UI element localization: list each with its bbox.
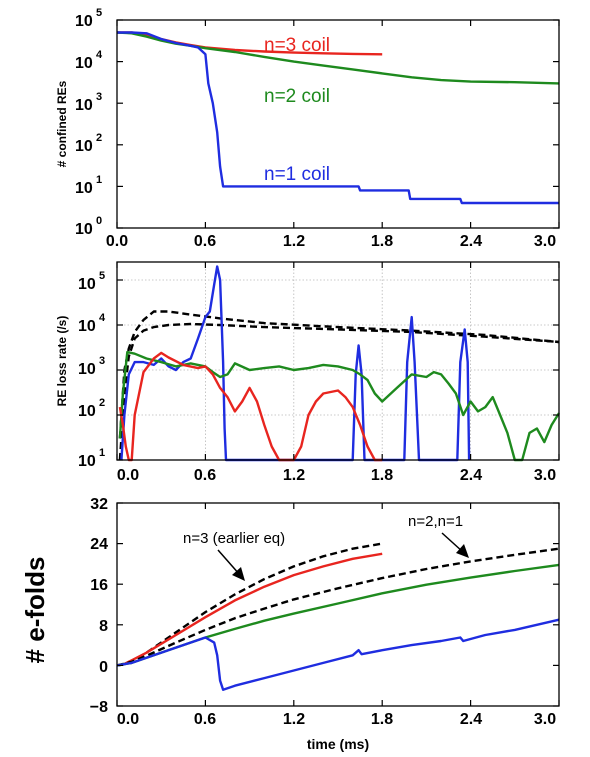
p2-ytick-1: 10 1 (78, 447, 105, 470)
p1-ytick-5: 10 5 (75, 7, 102, 30)
p2-ytick-exp: 4 (99, 312, 106, 324)
p1-frame (116, 19, 560, 229)
series-line-n-2-coil (116, 31, 560, 85)
p2-ytick-exp: 1 (99, 447, 105, 459)
panel-loss-rate: RE loss rate (/s) 10 5 10 4 10 3 10 2 10 1 0.… (55, 261, 561, 484)
p1-ytick-exp: 4 (96, 49, 103, 61)
p1-ytick-exp: 5 (96, 7, 102, 19)
p1-ytick-exp: 1 (96, 174, 102, 186)
p2-ytick-exp: 2 (99, 397, 105, 409)
series-line-dashedseries-0 (118, 310, 560, 439)
series-line-series-3 (118, 350, 561, 462)
panel-efolds: # e-folds 32 24 16 8 0 −8 0.0 0.6 1.2 1.… (20, 496, 560, 752)
p2-ytick-4: 10 4 (78, 312, 106, 335)
p2-ytick-base: 10 (78, 453, 96, 470)
p2-ytick-exp: 5 (99, 270, 105, 282)
arrow-head (232, 567, 245, 581)
arrow-shaft (441, 532, 464, 553)
p3-xtick: 0.6 (194, 711, 216, 728)
p3-xtick: 1.2 (283, 711, 305, 728)
p1-ytick-base: 10 (75, 97, 93, 114)
p3-xlabel: time (ms) (307, 736, 369, 752)
p1-ytick-3: 10 3 (75, 91, 102, 114)
p1-xtick: 3.0 (534, 233, 556, 250)
p3-ytick: 8 (99, 618, 108, 635)
p3-tick-marks (116, 502, 560, 707)
p2-xtick: 1.2 (283, 467, 305, 484)
p1-ytick-base: 10 (75, 221, 93, 238)
arrow-head (456, 544, 469, 558)
p3-series-group (116, 542, 560, 691)
p1-annotation-n1: n=1 coil (264, 164, 330, 185)
arrow-shaft (217, 549, 241, 576)
series-line-series-4 (116, 618, 560, 691)
p2-xtick: 2.4 (460, 467, 482, 484)
p3-arrow-n3 (217, 549, 245, 581)
p1-ytick-base: 10 (75, 180, 93, 197)
p1-annotation-n2: n=2 coil (264, 86, 330, 107)
series-line-dashedseries-2 (116, 547, 560, 667)
p3-frame (116, 502, 560, 707)
p1-series-group (116, 31, 560, 205)
series-line-series-1 (116, 552, 383, 667)
series-line-series-3 (116, 563, 560, 667)
p1-xtick: 1.8 (371, 233, 393, 250)
p3-ytick: 24 (90, 536, 108, 553)
p3-ytick: 16 (90, 577, 108, 594)
p1-xtick: 0.0 (106, 233, 128, 250)
series-line-n-3-coil (117, 31, 383, 56)
p1-ytick-exp: 2 (96, 132, 102, 144)
p2-ytick-base: 10 (78, 361, 96, 378)
p1-ytick-1: 10 1 (75, 174, 102, 197)
p2-xtick: 0.0 (117, 467, 139, 484)
p2-ytick-base: 10 (78, 318, 96, 335)
p3-ylabel: # e-folds (20, 557, 50, 664)
p3-xtick: 0.0 (117, 711, 139, 728)
p3-annotation-n2n1: n=2,n=1 (408, 513, 463, 530)
p2-ytick-3: 10 3 (78, 355, 105, 378)
p1-xtick: 0.6 (194, 233, 216, 250)
p2-ytick-2: 10 2 (78, 397, 105, 420)
p1-ytick-base: 10 (75, 138, 93, 155)
p3-arrow-n2n1 (441, 532, 469, 558)
p2-xtick: 0.6 (194, 467, 216, 484)
p3-ytick: −8 (90, 699, 108, 716)
p3-annotation-n3: n=3 (earlier eq) (183, 530, 285, 547)
p3-xtick: 3.0 (534, 711, 556, 728)
series-line-n-1-coil (117, 31, 559, 205)
p1-ytick-4: 10 4 (75, 49, 103, 72)
p1-ytick-exp: 0 (96, 215, 102, 227)
series-line-series-4 (118, 351, 383, 462)
p2-ylabel: RE loss rate (/s) (55, 316, 69, 407)
p1-xtick: 2.4 (460, 233, 482, 250)
p2-xtick: 3.0 (534, 467, 556, 484)
p3-xtick: 2.4 (460, 711, 482, 728)
p3-xtick: 1.8 (371, 711, 393, 728)
p1-ytick-exp: 3 (96, 91, 102, 103)
series-line-series-2 (120, 265, 471, 462)
panel-confined-res: # confined REs 10 5 10 4 10 3 10 2 10 1 10 0 0… (55, 7, 560, 250)
p1-xtick: 1.2 (283, 233, 305, 250)
p2-ytick-exp: 3 (99, 355, 105, 367)
p2-frame (116, 261, 560, 461)
p1-ytick-0: 10 0 (75, 215, 102, 238)
p1-tick-marks (116, 19, 560, 229)
p2-series-group (118, 265, 561, 462)
p1-ytick-2: 10 2 (75, 132, 102, 155)
p2-ytick-base: 10 (78, 403, 96, 420)
p1-annotation-n3: n=3 coil (264, 35, 330, 56)
p1-ytick-base: 10 (75, 55, 93, 72)
p2-tick-marks (116, 262, 560, 461)
series-line-dashedseries-1 (118, 322, 560, 461)
p2-ytick-5: 10 5 (78, 270, 105, 293)
p3-ytick: 0 (99, 659, 108, 676)
p2-ytick-base: 10 (78, 276, 96, 293)
p1-ytick-base: 10 (75, 13, 93, 30)
p1-ylabel: # confined REs (55, 80, 69, 167)
p3-ytick: 32 (90, 496, 108, 513)
p2-xtick: 1.8 (371, 467, 393, 484)
